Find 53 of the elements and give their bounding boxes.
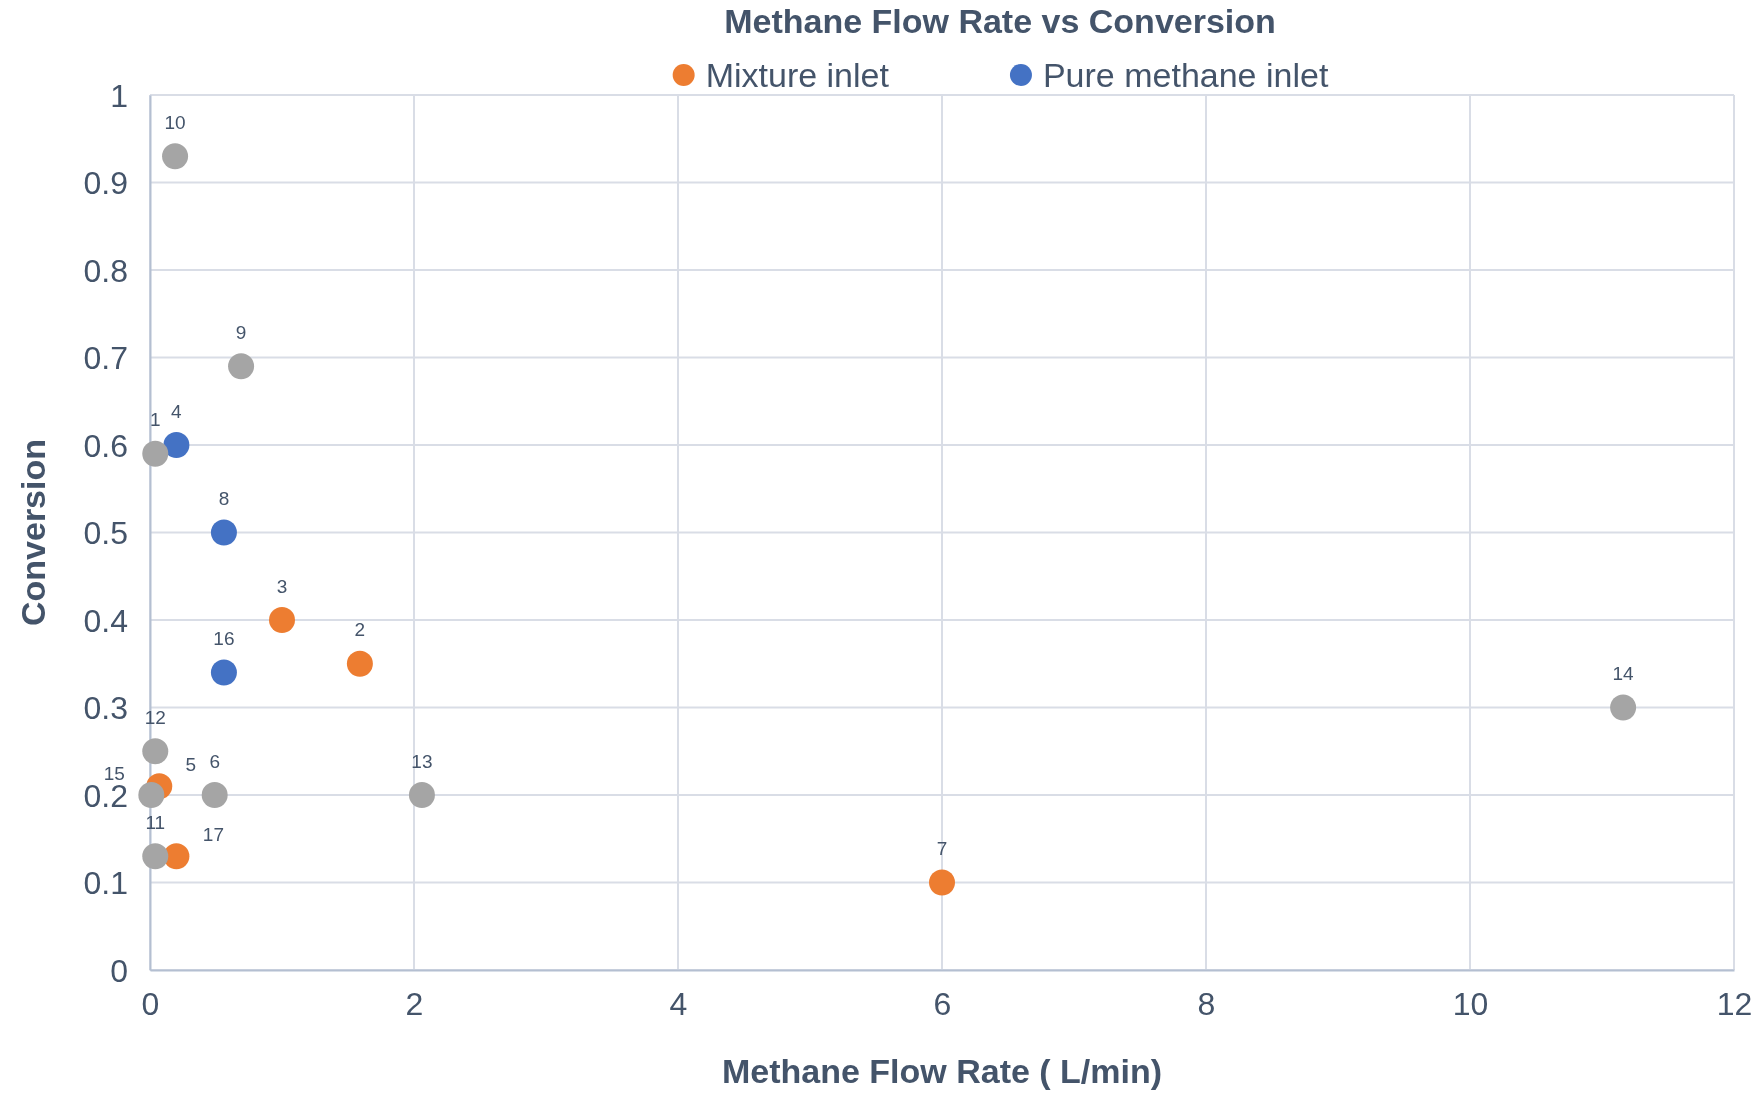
annotation: 8 xyxy=(218,488,230,510)
point xyxy=(1610,694,1637,721)
legend-label: Pure methane inlet xyxy=(1042,55,1329,94)
point xyxy=(142,738,169,765)
x-axis-title: Methane Flow Rate ( L/min) xyxy=(721,1052,1163,1090)
point xyxy=(162,143,189,170)
point xyxy=(346,650,373,677)
annotation: 16 xyxy=(213,628,235,650)
annotation: 5 xyxy=(185,753,197,775)
annotation: 17 xyxy=(202,823,224,845)
y-tick-label: 1 xyxy=(110,77,128,114)
chart-title: Methane Flow Rate vs Conversion xyxy=(724,2,1276,40)
point xyxy=(269,607,295,633)
y-tick-label: 0 xyxy=(110,952,128,989)
x-tick-label: 2 xyxy=(405,985,424,1022)
x-tick-label: 0 xyxy=(141,985,160,1022)
point xyxy=(929,869,955,896)
point xyxy=(210,519,237,546)
y-tick-label: 0.5 xyxy=(83,515,128,552)
annotation: 12 xyxy=(144,706,166,728)
y-tick-label: 0.6 xyxy=(83,427,128,464)
y-tick-label: 0.1 xyxy=(83,865,128,902)
point xyxy=(210,659,237,686)
point xyxy=(163,432,190,458)
point xyxy=(228,353,255,380)
point xyxy=(138,782,165,808)
annotation: 13 xyxy=(411,750,433,772)
y-tick-label: 0.8 xyxy=(83,252,128,289)
y-axis-title: Conversion xyxy=(14,438,52,627)
x-tick-label: 12 xyxy=(1716,985,1753,1022)
x-tick-label: 10 xyxy=(1452,985,1489,1022)
point xyxy=(142,843,169,870)
annotation: 7 xyxy=(936,838,948,860)
y-tick-label: 0.9 xyxy=(83,165,128,202)
annotation: 9 xyxy=(235,321,247,343)
annotation: 3 xyxy=(276,575,288,597)
y-tick-label: 0.3 xyxy=(83,690,128,727)
annotation: 11 xyxy=(145,811,166,833)
annotation: 6 xyxy=(209,750,220,772)
annotation: 1 xyxy=(149,409,161,431)
annotation: 14 xyxy=(1612,663,1635,685)
annotation: 10 xyxy=(164,111,186,133)
annotation: 4 xyxy=(171,400,183,422)
y-tick-label: 0.7 xyxy=(83,340,128,377)
x-tick-label: 8 xyxy=(1197,985,1216,1022)
y-tick-label: 0.4 xyxy=(83,602,128,639)
x-tick-label: 6 xyxy=(933,985,952,1022)
point xyxy=(201,782,228,808)
point xyxy=(142,440,169,467)
point xyxy=(408,782,435,808)
x-tick-label: 4 xyxy=(669,985,688,1022)
annotation: 2 xyxy=(354,619,366,641)
legend-label: Mixture inlet xyxy=(705,55,890,94)
